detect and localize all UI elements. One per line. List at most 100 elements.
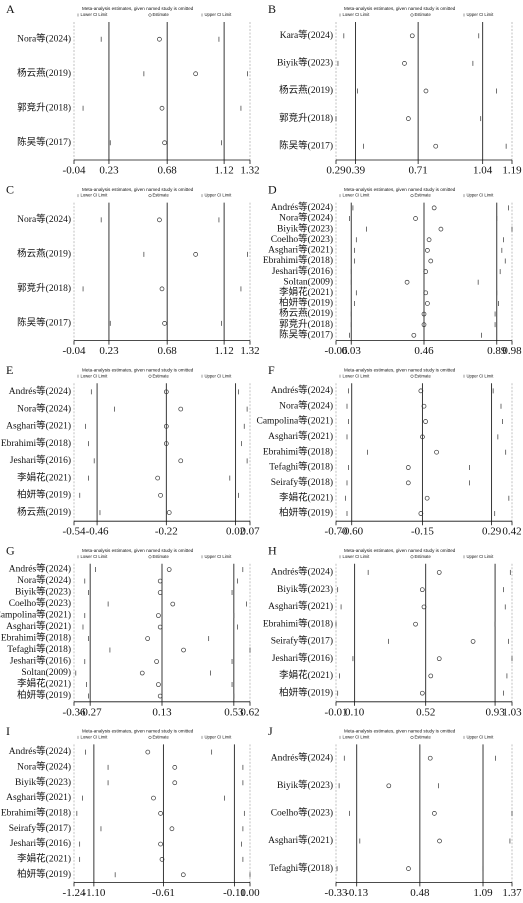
x-tick-label: -0.36 — [63, 706, 86, 718]
study-label: Ebrahimi等(2018) — [1, 632, 71, 644]
x-tick-label: -0.11 — [223, 887, 246, 899]
estimate-point — [423, 88, 429, 94]
study-label: 郭竞升(2018) — [279, 112, 333, 124]
estimate-point — [425, 301, 430, 306]
panel: I Meta-analysis estimates, given named st… — [1, 724, 260, 899]
estimate-point — [162, 140, 167, 146]
study-label: 陈吴等(2017) — [279, 328, 333, 340]
x-tick-label: 0.29 — [326, 165, 346, 177]
panel: D Meta-analysis estimates, given named st… — [263, 182, 522, 357]
legend-symbol — [410, 555, 414, 559]
study-label: Nora等(2024) — [17, 574, 71, 586]
x-tick-label: -0.61 — [152, 887, 175, 899]
legend-label: Upper CI Limit — [205, 12, 233, 17]
panel-letter: A — [6, 2, 15, 16]
study-label: Nora等(2024) — [17, 213, 71, 225]
study-label: Ebrahimi等(2018) — [1, 807, 71, 819]
study-label: 陈吴等(2017) — [17, 317, 71, 329]
legend-label: Estimate — [415, 12, 432, 17]
x-tick-label: 0.52 — [416, 706, 435, 718]
estimate-point — [420, 434, 425, 440]
x-tick-label: 0.98 — [502, 345, 522, 357]
panel-header: Meta-analysis estimates, given named stu… — [82, 367, 194, 372]
study-label: 李娟花(2021) — [279, 669, 333, 681]
legend-symbol — [148, 374, 152, 378]
study-label: 杨云燕(2019) — [279, 307, 333, 319]
estimate-point — [434, 449, 439, 455]
estimate-point — [162, 321, 167, 326]
study-label: Asghari等(2021) — [268, 244, 333, 256]
legend-symbol — [148, 194, 152, 198]
x-tick-label: -0.54 — [63, 526, 86, 538]
x-tick-label: 1.12 — [214, 165, 233, 177]
panel-header: Meta-analysis estimates, given named stu… — [82, 6, 194, 11]
estimate-point — [437, 838, 442, 844]
estimate-point — [423, 419, 428, 424]
legend-label: Lower CI Limit — [343, 554, 371, 559]
estimate-point — [432, 811, 437, 816]
x-tick-label: -0.06 — [325, 345, 348, 357]
legend-symbol — [148, 13, 152, 17]
legend-label: Lower CI Limit — [343, 193, 371, 198]
study-label: Nora等(2024) — [17, 32, 71, 44]
study-label: Ebrahimi等(2018) — [263, 254, 333, 266]
legend-label: Lower CI Limit — [343, 12, 371, 17]
study-label: Tefaghi等(2018) — [7, 643, 71, 655]
panel: E Meta-analysis estimates, given named st… — [1, 363, 260, 538]
study-label: Coelho等(2023) — [271, 807, 333, 819]
panel-letter: D — [268, 182, 277, 196]
study-label: 柏妍等(2019) — [17, 489, 71, 501]
study-label: 郭竞升(2018) — [17, 101, 71, 113]
panel-letter: H — [268, 544, 277, 558]
estimate-point — [405, 480, 411, 486]
estimate-point — [157, 693, 163, 699]
panel: F Meta-analysis estimates, given named st… — [256, 363, 521, 538]
legend-label: Upper CI Limit — [467, 12, 495, 17]
estimate-point — [406, 866, 411, 871]
panel-header: Meta-analysis estimates, given named stu… — [344, 367, 456, 372]
legend-label: Lower CI Limit — [81, 554, 109, 559]
estimate-point — [154, 659, 159, 664]
x-tick-label: 1.19 — [502, 165, 522, 177]
study-label: Ebrahimi等(2018) — [1, 437, 71, 449]
legend-label: Estimate — [415, 735, 432, 740]
x-tick-label: -0.27 — [79, 706, 102, 718]
x-tick-label: -1.24 — [63, 887, 86, 899]
estimate-point — [470, 639, 476, 644]
study-label: Jeshari等(2016) — [10, 837, 71, 849]
estimate-point — [421, 322, 427, 328]
x-tick-label: -0.13 — [345, 887, 368, 899]
x-tick-label: 1.12 — [214, 345, 233, 357]
x-tick-label: -1.10 — [82, 887, 105, 899]
panel-letter: G — [6, 544, 15, 558]
x-tick-label: 0.03 — [342, 345, 362, 357]
panel-letter: B — [268, 2, 276, 16]
study-label: 陈吴等(2017) — [279, 139, 333, 151]
x-tick-label: -0.04 — [63, 165, 86, 177]
estimate-point — [166, 567, 172, 572]
panel-header: Meta-analysis estimates, given named stu… — [82, 729, 194, 734]
study-label: 李娟花(2021) — [17, 853, 71, 865]
x-tick-label: 0.39 — [346, 165, 366, 177]
study-label: Tefaghi等(2018) — [269, 461, 333, 473]
study-label: Biyik等(2023) — [15, 776, 71, 788]
study-label: 李娟花(2021) — [279, 286, 333, 298]
study-label: Ebrahimi等(2018) — [263, 617, 333, 629]
estimate-point — [428, 258, 434, 264]
estimate-point — [181, 647, 186, 653]
study-label: Seirafy等(2018) — [271, 476, 333, 488]
study-label: 柏妍等(2019) — [279, 297, 333, 309]
panel-header: Meta-analysis estimates, given named stu… — [344, 187, 456, 192]
legend-label: Upper CI Limit — [205, 735, 233, 740]
legend-symbol — [410, 194, 414, 198]
estimate-point — [169, 826, 175, 832]
x-tick-label: -0.15 — [411, 526, 434, 538]
estimate-point — [438, 226, 444, 232]
study-label: Andrés等(2024) — [9, 563, 71, 575]
estimate-point — [418, 388, 424, 394]
estimate-point — [418, 511, 424, 516]
estimate-point — [436, 570, 442, 575]
estimate-point — [425, 248, 430, 253]
study-label: Asghari等(2021) — [268, 430, 333, 442]
panel-header: Meta-analysis estimates, given named stu… — [82, 187, 194, 192]
